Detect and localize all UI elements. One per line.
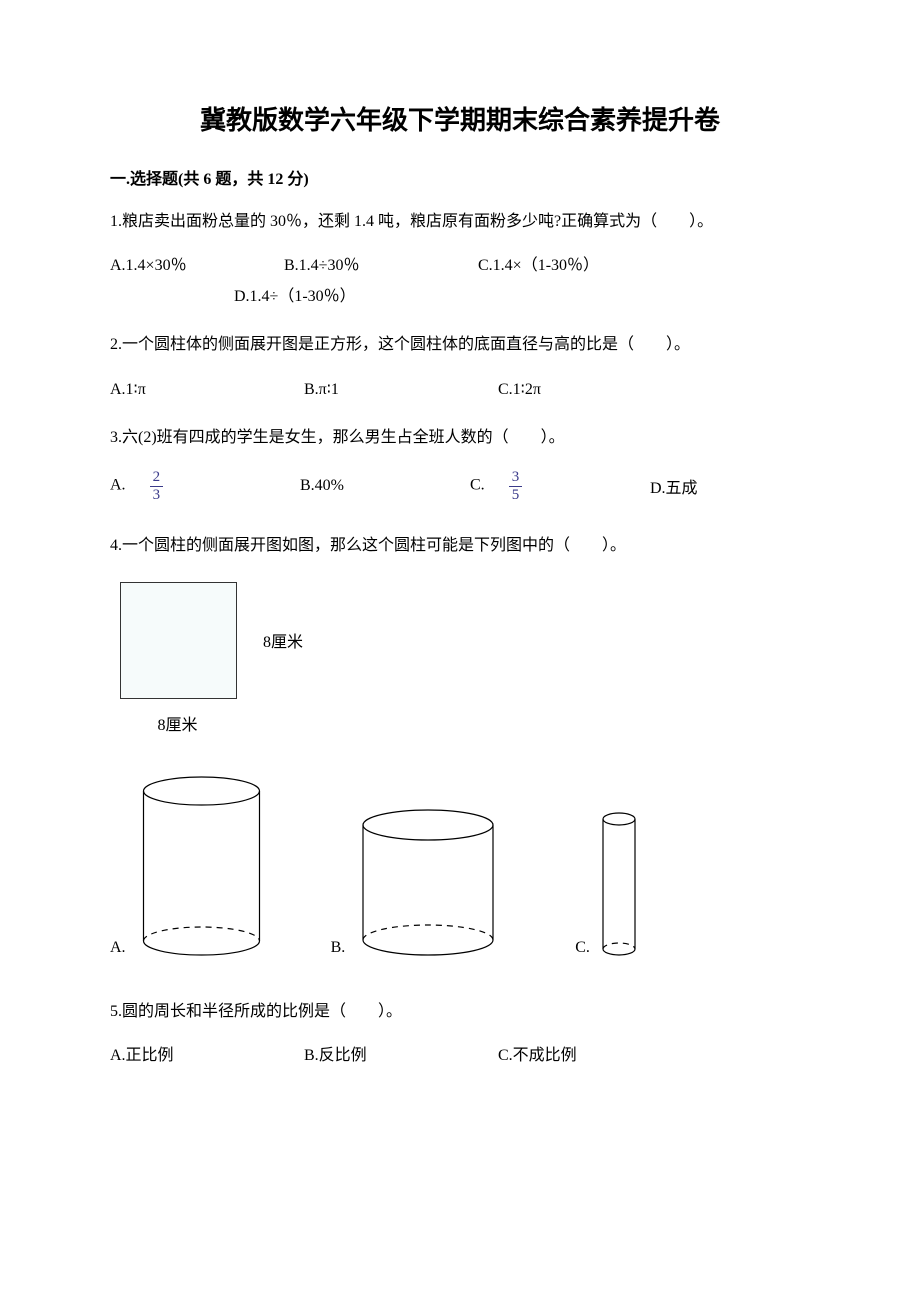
q5-opt-a: A.正比例 <box>110 1041 300 1071</box>
q1-opt-b: B.1.4÷30％ <box>284 251 474 281</box>
q1-text: 1.粮店卖出面粉总量的 30％，还剩 1.4 吨，粮店原有面粉多少吨?正确算式为… <box>110 207 810 237</box>
page: 冀教版数学六年级下学期期末综合素养提升卷 一.选择题(共 6 题，共 12 分)… <box>0 0 920 1132</box>
q5-opt-b: B.反比例 <box>304 1041 494 1071</box>
q4-a-label: A. <box>110 939 126 957</box>
q4-square-figure: 8厘米 <box>120 582 810 699</box>
q3-opt-d: D.五成 <box>650 474 698 498</box>
q1-opt-d: D.1.4÷（1-30％） <box>234 282 356 312</box>
q4-cylinder-row: A. B. C. <box>110 775 810 957</box>
page-title: 冀教版数学六年级下学期期末综合素养提升卷 <box>110 100 810 137</box>
q2-opt-a: A.1∶π <box>110 375 300 405</box>
q1-opt-a: A.1.4×30％ <box>110 251 280 281</box>
cylinder-icon <box>132 775 271 957</box>
q2-text: 2.一个圆柱体的侧面展开图是正方形，这个圆柱体的底面直径与高的比是（ ）。 <box>110 330 810 360</box>
q2-opt-c: C.1∶2π <box>498 375 541 405</box>
q4-opt-a: A. <box>110 775 271 957</box>
q4-opt-b: B. <box>331 808 506 957</box>
q3-text: 3.六(2)班有四成的学生是女生，那么男生占全班人数的（ ）。 <box>110 423 810 453</box>
section-heading: 一.选择题(共 6 题，共 12 分) <box>110 165 810 189</box>
q5-text: 5.圆的周长和半径所成的比例是（ ）。 <box>110 997 810 1027</box>
fraction-icon: 3 5 <box>509 469 523 503</box>
q5-opt-c: C.不成比例 <box>498 1041 577 1071</box>
q4-c-label: C. <box>575 939 590 957</box>
q3-opt-c: C. 3 5 <box>470 469 650 503</box>
q3-a-prefix: A. <box>110 477 142 494</box>
q3-c-den: 5 <box>509 487 523 504</box>
q1-opt-c: C.1.4×（1-30％） <box>478 251 599 281</box>
cylinder-icon <box>596 811 642 957</box>
q3-c-num: 3 <box>509 469 523 487</box>
q1-options: A.1.4×30％ B.1.4÷30％ C.1.4×（1-30％） D.1.4÷… <box>110 251 810 312</box>
fraction-icon: 2 3 <box>150 469 164 503</box>
q4-square-label-bottom: 8厘米 <box>120 711 235 735</box>
q3-a-den: 3 <box>150 487 164 504</box>
q2-opt-b: B.π∶1 <box>304 375 494 405</box>
square-icon <box>120 582 237 699</box>
q3-opt-a: A. 2 3 <box>110 469 300 503</box>
q4-text: 4.一个圆柱的侧面展开图如图，那么这个圆柱可能是下列图中的（ ）。 <box>110 531 810 561</box>
cylinder-icon <box>351 808 505 957</box>
q3-opt-b: B.40% <box>300 477 470 495</box>
q3-a-num: 2 <box>150 469 164 487</box>
q4-b-label: B. <box>331 939 346 957</box>
q3-c-prefix: C. <box>470 477 501 494</box>
q2-options: A.1∶π B.π∶1 C.1∶2π <box>110 375 810 405</box>
q4-square-label-right: 8厘米 <box>263 628 303 652</box>
q5-options: A.正比例 B.反比例 C.不成比例 <box>110 1041 810 1071</box>
q4-opt-c: C. <box>575 811 642 957</box>
q3-options: A. 2 3 B.40% C. 3 5 D.五成 <box>110 469 810 503</box>
